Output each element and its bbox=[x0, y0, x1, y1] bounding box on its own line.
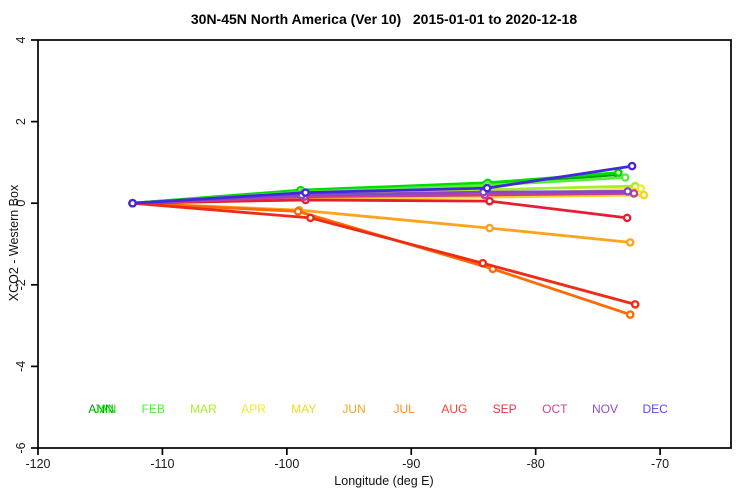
legend-label-mar: MAR bbox=[190, 402, 217, 416]
y-tick-label: -6 bbox=[14, 442, 28, 453]
legend-label-jul: JUL bbox=[394, 402, 416, 416]
series-marker-jul bbox=[625, 310, 635, 319]
series-marker-aug bbox=[478, 258, 488, 268]
series-marker-sep bbox=[622, 213, 632, 223]
legend-label-may: MAY bbox=[291, 402, 316, 416]
y-tick-label: 0 bbox=[14, 200, 28, 207]
series-marker-jul bbox=[293, 207, 303, 216]
legend-label-jan: JAN bbox=[94, 402, 117, 416]
legend-label-oct: OCT bbox=[542, 402, 568, 416]
x-tick-label: -120 bbox=[25, 457, 50, 471]
plot-box bbox=[37, 39, 732, 449]
x-tick-label: -100 bbox=[274, 457, 299, 471]
series-line-jul bbox=[131, 201, 632, 316]
series-marker-aug bbox=[306, 213, 315, 223]
series-marker-jun bbox=[625, 238, 635, 247]
x-tick-label: -90 bbox=[402, 457, 420, 471]
legend-label-feb: FEB bbox=[142, 402, 165, 416]
series-marker-dec bbox=[301, 188, 310, 197]
y-tick-label: 2 bbox=[14, 118, 28, 125]
legend-label-nov: NOV bbox=[592, 402, 618, 416]
series-marker-sep bbox=[485, 196, 494, 206]
series-line-dec bbox=[131, 164, 634, 205]
series-marker-may bbox=[639, 190, 649, 200]
series-line-sep bbox=[131, 198, 629, 220]
x-tick-label: -70 bbox=[651, 457, 669, 471]
series-marker-jan bbox=[614, 168, 623, 177]
series-marker-dec bbox=[128, 198, 137, 208]
legend-label-ann: ANN bbox=[88, 402, 113, 416]
series-marker-apr bbox=[636, 184, 646, 193]
legend-label-apr: APR bbox=[241, 402, 266, 416]
legend-label-sep: SEP bbox=[493, 402, 517, 416]
series-marker-dec bbox=[627, 161, 637, 171]
series-marker-aug bbox=[630, 300, 640, 309]
legend-label-jun: JUN bbox=[342, 402, 365, 416]
series-marker-jun bbox=[485, 223, 494, 233]
series-line-aug bbox=[131, 201, 637, 306]
series-marker-nov bbox=[623, 187, 633, 196]
y-tick-label: -4 bbox=[14, 361, 28, 372]
y-tick-label: 4 bbox=[14, 36, 28, 43]
x-axis-label: Longitude (deg E) bbox=[334, 474, 434, 488]
legend-label-aug: AUG bbox=[441, 402, 467, 416]
x-tick-label: -110 bbox=[150, 457, 174, 471]
x-tick-label: -80 bbox=[527, 457, 545, 471]
series-marker-dec bbox=[482, 183, 492, 193]
legend-label-dec: DEC bbox=[643, 402, 669, 416]
y-tick-label: -2 bbox=[14, 279, 28, 290]
chart-title: 30N-45N North America (Ver 10) 2015-01-0… bbox=[190, 11, 578, 27]
series-marker-feb bbox=[620, 173, 630, 182]
